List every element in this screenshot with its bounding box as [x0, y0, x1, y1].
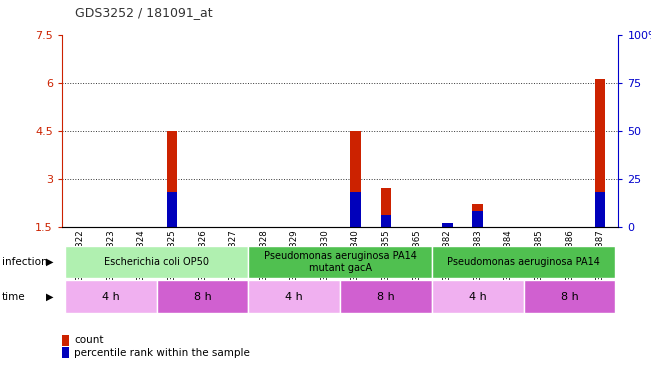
Bar [167, 131, 177, 227]
Text: infection: infection [2, 257, 48, 267]
Bar [249, 280, 340, 313]
Bar [65, 246, 249, 278]
Bar [595, 192, 605, 227]
Text: Escherichia coli OP50: Escherichia coli OP50 [104, 257, 209, 267]
Text: percentile rank within the sample: percentile rank within the sample [74, 348, 250, 358]
Bar [350, 131, 361, 227]
Bar [432, 246, 615, 278]
Bar [381, 215, 391, 227]
Text: Pseudomonas aeruginosa PA14: Pseudomonas aeruginosa PA14 [447, 257, 600, 267]
Bar [157, 280, 249, 313]
Bar [473, 204, 483, 227]
Bar [381, 188, 391, 227]
Bar [167, 192, 177, 227]
Bar [350, 192, 361, 227]
Bar [473, 211, 483, 227]
Bar [442, 223, 452, 227]
Text: 4 h: 4 h [285, 291, 303, 302]
Text: count: count [74, 335, 104, 345]
Bar [340, 280, 432, 313]
Bar [432, 280, 523, 313]
Text: 4 h: 4 h [102, 291, 120, 302]
Bar [523, 280, 615, 313]
Text: time: time [2, 291, 25, 302]
Bar [65, 280, 157, 313]
Bar [595, 79, 605, 227]
Text: GDS3252 / 181091_at: GDS3252 / 181091_at [75, 6, 212, 19]
Bar [249, 246, 432, 278]
Text: ▶: ▶ [46, 291, 53, 302]
Text: 8 h: 8 h [377, 291, 395, 302]
Bar [442, 223, 452, 227]
Text: 8 h: 8 h [561, 291, 578, 302]
Text: Pseudomonas aeruginosa PA14
mutant gacA: Pseudomonas aeruginosa PA14 mutant gacA [264, 251, 417, 273]
Text: ▶: ▶ [46, 257, 53, 267]
Text: 4 h: 4 h [469, 291, 487, 302]
Text: 8 h: 8 h [193, 291, 212, 302]
